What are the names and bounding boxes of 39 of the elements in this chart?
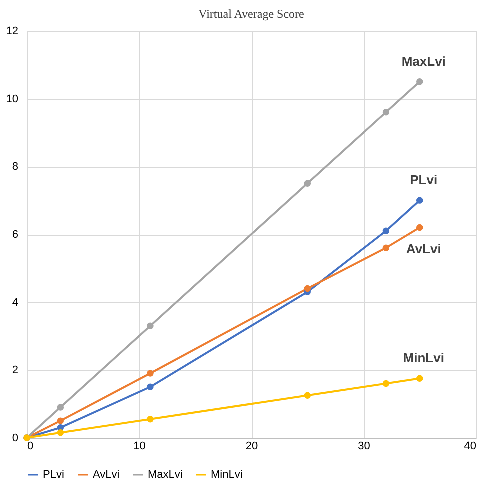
- point: [304, 180, 311, 187]
- point: [382, 244, 390, 252]
- point: [57, 404, 64, 411]
- y-tick-label: 6: [12, 229, 18, 241]
- point: [304, 392, 311, 399]
- y-tick-label: 8: [12, 161, 18, 174]
- point: [147, 370, 154, 377]
- point: [382, 109, 390, 116]
- point: [382, 380, 390, 388]
- y-tick-label: 10: [6, 93, 18, 106]
- legend-label: PLvi: [43, 469, 64, 481]
- point: [57, 430, 64, 436]
- x-tick-label: 0: [28, 440, 34, 452]
- x-tick-label: 20: [246, 440, 258, 452]
- y-tick-label: 2: [12, 364, 18, 377]
- text: MinLvi: [403, 350, 444, 366]
- point: [147, 322, 154, 330]
- point: [304, 285, 311, 292]
- point: [416, 197, 424, 204]
- point: [147, 384, 154, 390]
- y-tick-label: 12: [6, 26, 18, 38]
- y-tick-label: 0: [12, 432, 18, 444]
- point: [416, 224, 424, 232]
- legend-label: MinLvi: [211, 469, 243, 481]
- text: AvLvi: [406, 242, 442, 257]
- point: [416, 375, 424, 382]
- text: PLvi: [410, 172, 438, 188]
- point: [57, 418, 64, 424]
- point: [147, 416, 154, 423]
- x-tick-label: 30: [358, 440, 370, 452]
- text: MaxLvi: [402, 54, 446, 69]
- x-tick-label: 40: [464, 440, 476, 452]
- x-tick-label: 10: [134, 440, 146, 452]
- chart-title: Virtual Average Score: [198, 7, 304, 21]
- legend-label: MaxLvi: [148, 469, 183, 481]
- point: [416, 78, 424, 86]
- legend-label: AvLvi: [93, 469, 120, 481]
- point: [382, 228, 390, 234]
- y-tick-label: 4: [12, 296, 18, 309]
